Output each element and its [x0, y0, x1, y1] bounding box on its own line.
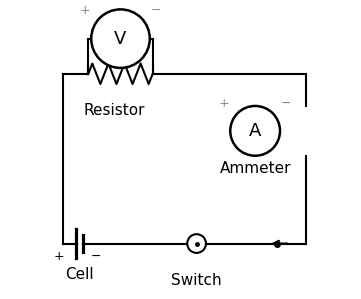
Text: Switch: Switch [171, 273, 222, 288]
Text: Cell: Cell [65, 267, 94, 282]
Text: V: V [114, 30, 127, 48]
Text: Resistor: Resistor [84, 103, 145, 118]
Text: −: − [151, 4, 161, 17]
Circle shape [91, 9, 150, 68]
Text: −: − [280, 97, 291, 109]
Text: +: + [54, 250, 64, 263]
Circle shape [230, 106, 280, 156]
Circle shape [187, 234, 206, 253]
Text: A: A [249, 122, 261, 140]
Text: +: + [219, 97, 230, 109]
Text: −: − [90, 250, 101, 263]
Text: +: + [80, 4, 91, 17]
Text: Ammeter: Ammeter [219, 161, 291, 176]
